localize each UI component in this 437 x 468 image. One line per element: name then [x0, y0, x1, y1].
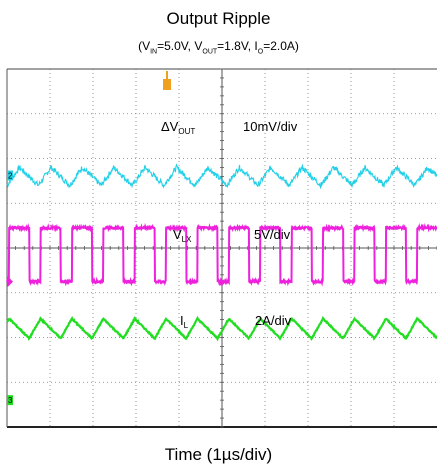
il-current-trace	[6, 315, 437, 342]
ch1-marker-label: 2	[8, 172, 13, 181]
subtitle-vout-sub: OUT	[202, 48, 218, 56]
chart-subtitle: (VIN=5.0V, VOUT=1.8V, IO=2.0A)	[0, 39, 437, 55]
scope-traces	[6, 163, 437, 342]
ch1-ground-marker	[7, 170, 13, 181]
ch2-ground-marker	[7, 275, 13, 288]
ch3-marker-label: 3	[8, 396, 13, 405]
il-label: IL	[180, 313, 189, 330]
il-label-sub: L	[184, 321, 189, 330]
il-scale: 2A/div	[255, 313, 292, 328]
vlx-scale: 5V/div	[254, 227, 291, 242]
subtitle-vout-label: V	[194, 39, 203, 53]
trigger-marker	[163, 79, 171, 90]
vlx-label-main: V	[173, 227, 182, 242]
subtitle-io-sub: O	[257, 48, 264, 56]
vlx-switch-trace	[6, 222, 437, 287]
channel-markers: 23	[7, 71, 171, 406]
vout-label: ΔVOUT	[161, 119, 195, 136]
vout-label-main: ΔV	[161, 119, 179, 134]
subtitle-io-label: I	[254, 39, 258, 53]
vout-ripple-trace	[6, 163, 437, 190]
il-label-main: I	[180, 313, 184, 328]
vlx-label: VLX	[173, 227, 192, 244]
subtitle-vin-sub: IN	[150, 48, 158, 56]
chart-title: Output Ripple	[166, 9, 271, 28]
subtitle-open-paren: (	[138, 39, 143, 53]
vlx-label-sub: LX	[182, 235, 192, 244]
trace-labels: ΔVOUT 10mV/div VLX 5V/div IL 2A/div	[161, 119, 298, 330]
subtitle-vin-label: V	[142, 39, 151, 53]
x-axis-label: Time (1µs/div)	[164, 445, 273, 464]
subtitle-vin-value: =5.0V,	[157, 39, 195, 53]
subtitle-vout-value: =1.8V,	[217, 39, 255, 53]
scope-grid	[6, 68, 437, 428]
subtitle-io-value: =2.0A)	[263, 39, 299, 53]
ch3-ground-marker	[7, 395, 13, 406]
vout-scale: 10mV/div	[243, 119, 298, 134]
vout-label-sub: OUT	[178, 127, 195, 136]
